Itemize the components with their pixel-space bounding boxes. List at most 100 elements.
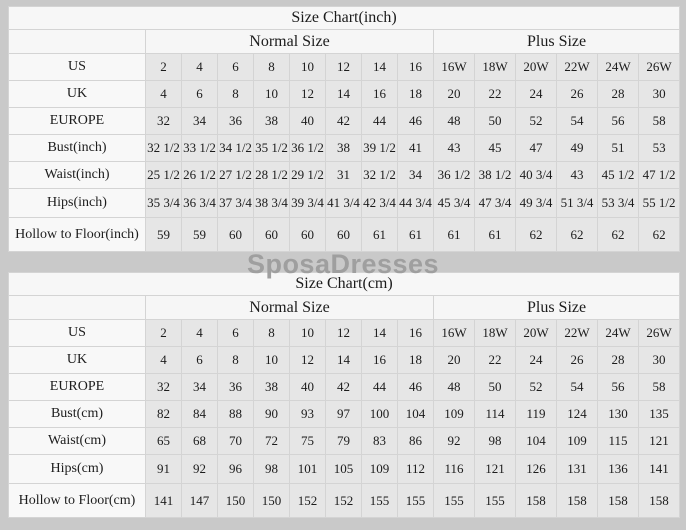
table-row: US 2 4 6 8 10 12 14 16 16W 18W 20W 22W 24W 26W	[8, 53, 681, 81]
size-value-cell: 8	[217, 80, 254, 108]
size-value-cell: 41	[397, 134, 434, 162]
corner-cell	[8, 295, 146, 320]
normal-size-header: Normal Size	[145, 295, 434, 320]
row-label: Hollow to Floor(inch)	[8, 217, 146, 252]
size-value-cell: 38 3/4	[253, 188, 290, 218]
size-value-cell: 28 1/2	[253, 161, 290, 189]
size-value-cell: 38 1/2	[474, 161, 516, 189]
size-value-cell: 158	[637, 483, 681, 518]
size-value-cell: 82	[145, 400, 182, 428]
table-row: US 2 4 6 8 10 12 14 16 16W 18W 20W 22W 24W 26W	[8, 319, 681, 347]
size-value-cell: 35 3/4	[145, 188, 182, 218]
size-value-cell: 88	[217, 400, 254, 428]
size-value-cell: 14	[361, 319, 398, 347]
size-value-cell: 96	[217, 454, 254, 484]
size-value-cell: 61	[433, 217, 475, 252]
size-value-cell: 60	[253, 217, 290, 252]
size-value-cell: 24	[515, 80, 557, 108]
size-value-cell: 40	[289, 107, 326, 135]
size-value-cell: 62	[515, 217, 557, 252]
size-value-cell: 39 1/2	[361, 134, 398, 162]
size-value-cell: 4	[181, 319, 218, 347]
size-value-cell: 22	[474, 346, 516, 374]
row-label: UK	[8, 80, 146, 108]
row-label: EUROPE	[8, 373, 146, 401]
size-value-cell: 61	[361, 217, 398, 252]
size-value-cell: 45 1/2	[597, 161, 639, 189]
size-value-cell: 114	[474, 400, 516, 428]
size-value-cell: 97	[325, 400, 362, 428]
size-value-cell: 16	[397, 319, 434, 347]
size-value-cell: 158	[556, 483, 598, 518]
size-value-cell: 53 3/4	[597, 188, 639, 218]
size-value-cell: 4	[181, 53, 218, 81]
size-value-cell: 36 1/2	[289, 134, 326, 162]
size-value-cell: 47	[515, 134, 557, 162]
table-row: Waist(cm) 65 68 70 72 75 79 83 86 92 98 104 109 115 12…	[8, 427, 681, 455]
chart-title: Size Chart(cm)	[7, 272, 681, 296]
size-value-cell: 59	[181, 217, 218, 252]
size-value-cell: 105	[325, 454, 362, 484]
row-label: Hips(inch)	[8, 188, 146, 218]
size-value-cell: 104	[397, 400, 434, 428]
size-value-cell: 2	[145, 53, 182, 81]
size-value-cell: 59	[145, 217, 182, 252]
size-value-cell: 58	[637, 107, 681, 135]
size-value-cell: 62	[637, 217, 681, 252]
size-value-cell: 46	[397, 373, 434, 401]
size-value-cell: 93	[289, 400, 326, 428]
size-value-cell: 98	[474, 427, 516, 455]
size-value-cell: 4	[145, 80, 182, 108]
size-value-cell: 28	[597, 80, 639, 108]
table-row: Hollow to Floor(cm) 141 147 150 150 152 152 155…	[8, 483, 681, 518]
size-value-cell: 56	[597, 373, 639, 401]
size-value-cell: 150	[253, 483, 290, 518]
size-value-cell: 36	[217, 373, 254, 401]
size-value-cell: 20W	[515, 53, 557, 81]
size-value-cell: 42	[325, 373, 362, 401]
size-value-cell: 115	[597, 427, 639, 455]
size-value-cell: 60	[325, 217, 362, 252]
size-value-cell: 34	[181, 373, 218, 401]
size-value-cell: 37 3/4	[217, 188, 254, 218]
size-value-cell: 51 3/4	[556, 188, 598, 218]
size-value-cell: 34 1/2	[217, 134, 254, 162]
size-value-cell: 34	[397, 161, 434, 189]
size-value-cell: 158	[597, 483, 639, 518]
size-value-cell: 22W	[556, 319, 598, 347]
size-value-cell: 109	[361, 454, 398, 484]
size-value-cell: 135	[637, 400, 681, 428]
size-value-cell: 45 3/4	[433, 188, 475, 218]
size-chart-inch-table: Size Chart(inch) Normal Size Plus Size U…	[7, 6, 681, 252]
size-value-cell: 12	[325, 53, 362, 81]
table-title-row: Size Chart(inch)	[7, 6, 681, 30]
size-value-cell: 68	[181, 427, 218, 455]
size-value-cell: 33 1/2	[181, 134, 218, 162]
size-value-cell: 16	[361, 80, 398, 108]
size-value-cell: 100	[361, 400, 398, 428]
size-value-cell: 53	[637, 134, 681, 162]
size-value-cell: 79	[325, 427, 362, 455]
size-value-cell: 54	[556, 107, 598, 135]
size-value-cell: 26W	[637, 53, 681, 81]
size-value-cell: 36	[217, 107, 254, 135]
size-value-cell: 49 3/4	[515, 188, 557, 218]
size-value-cell: 83	[361, 427, 398, 455]
size-value-cell: 91	[145, 454, 182, 484]
size-value-cell: 16	[397, 53, 434, 81]
size-value-cell: 49	[556, 134, 598, 162]
size-value-cell: 40 3/4	[515, 161, 557, 189]
size-value-cell: 26	[556, 346, 598, 374]
corner-cell	[8, 29, 146, 54]
size-value-cell: 121	[474, 454, 516, 484]
size-value-cell: 61	[474, 217, 516, 252]
size-value-cell: 109	[556, 427, 598, 455]
size-value-cell: 18W	[474, 319, 516, 347]
size-value-cell: 112	[397, 454, 434, 484]
size-value-cell: 42 3/4	[361, 188, 398, 218]
size-value-cell: 18	[397, 80, 434, 108]
size-value-cell: 158	[515, 483, 557, 518]
size-value-cell: 84	[181, 400, 218, 428]
size-value-cell: 40	[289, 373, 326, 401]
normal-size-header: Normal Size	[145, 29, 434, 54]
